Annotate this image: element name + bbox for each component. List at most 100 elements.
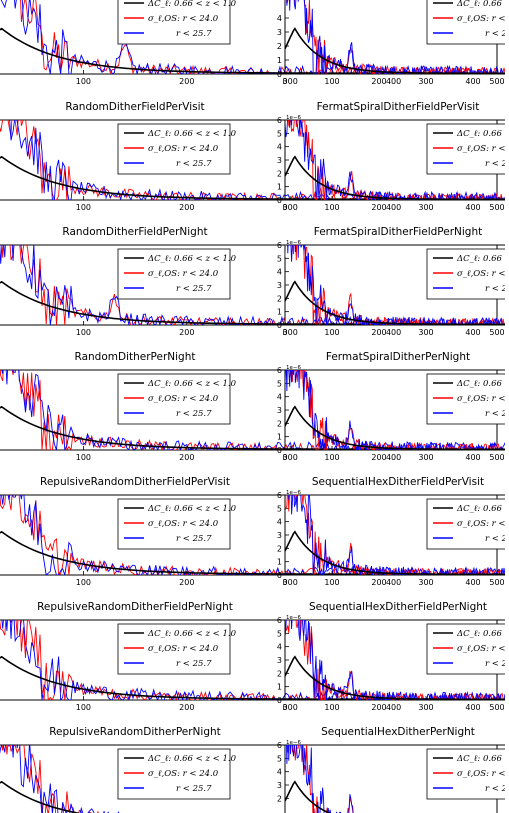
x-tick-label: 400 [465,703,480,712]
legend-label: ΔC_ℓ: 0.66 < z < 1.0 [147,629,237,639]
x-tick-label: 400 [386,203,401,212]
y-tick-label: 5 [277,629,282,638]
y-tick-label: 5 [277,379,282,388]
legend: ΔC_ℓ: 0.66 < z < 1.0 σ_ℓ,OS: r < 24.0 r < … [117,248,237,300]
plot-area [285,745,354,813]
legend-label: ΔC_ℓ: 0.66 < z < 1.0 [147,0,237,9]
y-tick-label: 6 [277,116,282,125]
series-line-black [0,530,495,575]
x-tick-label: 400 [465,453,480,462]
legend-label: ΔC_ℓ: 0.66 < z < 1.0 [456,754,509,764]
plot-area [285,245,509,325]
legend: ΔC_ℓ: 0.66 < z < 1.0 σ_ℓ,OS: r < 24.0 r < … [426,623,509,675]
legend-label: r < 25.7 [485,159,509,169]
y-tick-label: 6 [277,616,282,625]
legend: ΔC_ℓ: 0.66 < z < 1.0 σ_ℓ,OS: r < 24.0 r < … [117,748,237,800]
legend: ΔC_ℓ: 0.66 < z < 1.0 σ_ℓ,OS: r < 24.0 r < … [426,0,509,45]
legend-label: ΔC_ℓ: 0.66 < z < 1.0 [456,629,509,639]
legend-box [426,0,509,45]
x-tick-label: 300 [283,328,298,337]
x-tick-label: 0 [282,77,287,86]
series-line-blue [285,620,509,700]
y-tick-label: 0 [277,196,282,205]
legend-label: σ_ℓ,OS: r < 24.0 [457,644,509,654]
y-tick-label: 2 [277,419,282,428]
legend-label: ΔC_ℓ: 0.66 < z < 1.0 [456,254,509,264]
legend-label: σ_ℓ,OS: r < 24.0 [148,269,219,279]
series-line-blue [286,0,509,74]
x-tick-label: 200 [179,453,194,462]
legend-box [117,0,231,45]
subplot-title: SequentialHexDitherPerNight [321,726,475,738]
legend-label: r < 25.7 [485,284,509,294]
series-line-black [285,530,509,575]
series-line-blue [0,745,120,813]
legend-label: r < 25.7 [176,284,212,294]
y-tick-label: 5 [277,504,282,513]
legend: ΔC_ℓ: 0.66 < z < 1.0 σ_ℓ,OS: r < 24.0 r < … [117,0,237,45]
series-line-black [285,280,509,325]
x-tick-label: 400 [386,328,401,337]
x-tick-label: 500 [489,578,504,587]
x-tick-label: 400 [386,703,401,712]
subplot-title: FermatSpiralDitherFieldPerNight [314,226,482,238]
x-tick-label: 200 [371,203,386,212]
x-tick-label: 100 [76,77,91,86]
y-tick-label: 3 [277,531,282,540]
series-line-blue [288,495,509,575]
x-tick-label: 200 [179,578,194,587]
y-tick-label: 2 [277,794,282,803]
subplot-title: RepulsiveRandomDitherFieldPerNight [37,601,233,613]
legend-label: σ_ℓ,OS: r < 24.0 [457,269,509,279]
legend-label: ΔC_ℓ: 0.66 < z < 1.0 [147,254,237,264]
legend-label: σ_ℓ,OS: r < 24.0 [457,769,509,779]
legend: ΔC_ℓ: 0.66 < z < 1.0 σ_ℓ,OS: r < 24.0 r < … [426,498,509,550]
y-tick-label: 0 [277,696,282,705]
series-line-black [0,655,495,700]
y-tick-label: 5 [277,754,282,763]
subplot-title: RandomDitherPerNight [75,351,196,363]
y-tick-label: 1 [277,308,282,317]
y-tick-label: 1 [277,56,282,65]
y-tick-label: 4 [277,518,282,527]
x-tick-label: 0 [282,703,287,712]
subplot-9: SequentialHexDitherFieldPerVisit 0 100 200 3… [277,476,509,587]
y-tick-label: 3 [277,281,282,290]
y-tick-label: 4 [277,143,282,152]
subplot-title: RepulsiveRandomDitherFieldPerVisit [40,476,230,488]
series-line-blue [9,120,497,200]
legend-label: r < 25.7 [176,159,212,169]
legend: ΔC_ℓ: 0.66 < z < 1.0 σ_ℓ,OS: r < 24.0 r < … [117,373,237,425]
series-line-black [0,27,495,74]
legend-label: σ_ℓ,OS: r < 24.0 [457,144,509,154]
legend-label: σ_ℓ,OS: r < 24.0 [148,144,219,154]
x-tick-label: 200 [179,328,194,337]
subplot-title: RepulsiveRandomDitherPerNight [49,726,221,738]
legend-label: r < 25.7 [176,784,212,794]
subplot-title: FermatSpiralDitherFieldPerVisit [317,101,480,113]
series-line-red [285,120,509,200]
x-tick-label: 300 [283,578,298,587]
x-tick-label: 400 [465,328,480,337]
y-tick-label: 1 [277,433,282,442]
plot-area [0,0,497,74]
legend: ΔC_ℓ: 0.66 < z < 1.0 σ_ℓ,OS: r < 24.0 r < … [426,373,509,425]
subplot-title: FermatSpiralDitherPerNight [326,351,470,363]
plot-area [285,0,509,74]
y-tick-label: 2 [277,294,282,303]
x-tick-label: 200 [179,77,194,86]
plot-area [285,495,509,575]
y-tick-label: 5 [277,129,282,138]
legend-label: ΔC_ℓ: 0.66 < z < 1.0 [456,129,509,139]
subplot-title: RandomDitherFieldPerNight [62,226,207,238]
legend-label: σ_ℓ,OS: r < 24.0 [457,394,509,404]
legend-label: r < 25.7 [485,534,509,544]
x-tick-label: 500 [489,203,504,212]
x-tick-label: 100 [76,703,91,712]
series-line-black [285,780,332,813]
legend: ΔC_ℓ: 0.66 < z < 1.0 σ_ℓ,OS: r < 24.0 r < … [426,123,509,175]
